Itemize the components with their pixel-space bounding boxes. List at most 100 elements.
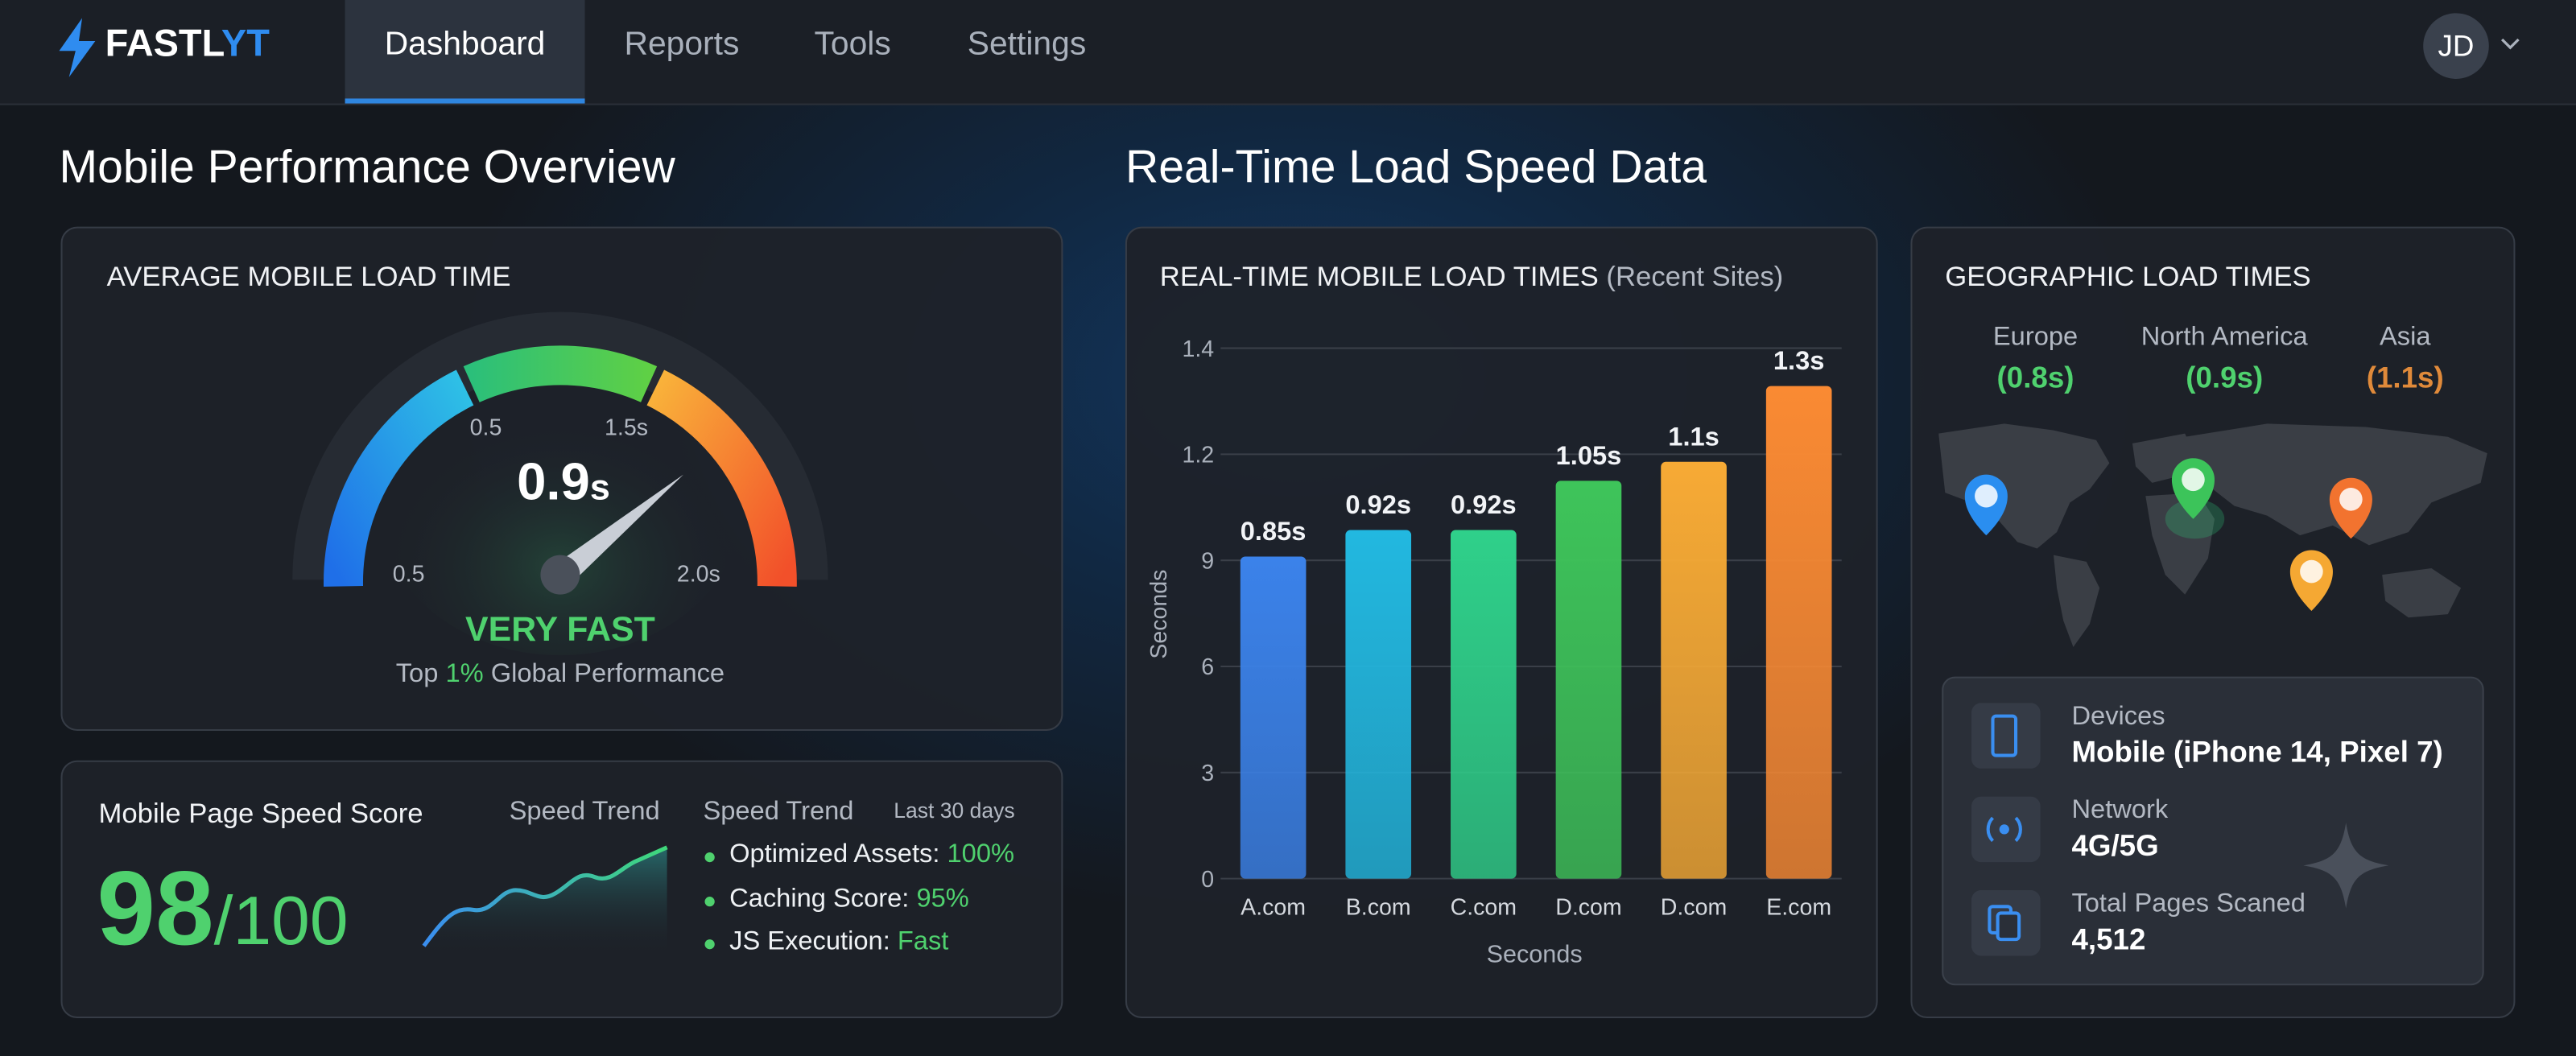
item-value: Fast (897, 927, 949, 956)
region-name: Asia (2379, 323, 2431, 352)
x-tick-label: B.com (1346, 895, 1411, 921)
info-value: Mobile (iPhone 14, Pixel 7) (2071, 736, 2443, 769)
item-value: 100% (947, 840, 1015, 869)
info-icon (1971, 703, 2041, 769)
bar-chart: 0 3 6 9 1.2 1.4 Seconds Seconds A.com 0.85s B.com 0… (1146, 336, 1842, 968)
map-pin (1964, 474, 2008, 536)
card-title: AVERAGE MOBILE LOAD TIME (106, 261, 511, 293)
x-axis-label: Seconds (1487, 941, 1583, 968)
info-label: Network (2071, 796, 2169, 825)
x-tick-label: E.com (1766, 895, 1831, 921)
gauge-segment (324, 369, 474, 587)
value-label: 1.3s (1773, 345, 1825, 375)
info-value: 4G/5G (2071, 829, 2159, 863)
trend-label: Speed Trend (509, 798, 660, 827)
gauge-segment (646, 369, 797, 587)
y-tick-label: 1.4 (1182, 336, 1214, 362)
map-pin (2171, 458, 2215, 519)
gauge-hub (540, 555, 580, 595)
list-title: Speed Trend (703, 798, 854, 827)
avatar-caret[interactable] (2499, 36, 2522, 52)
rank-text: Top (395, 660, 446, 688)
logo-icon (59, 18, 96, 77)
section-title: Mobile Performance Overview (59, 141, 675, 192)
y-tick-label: 1.2 (1182, 443, 1214, 468)
bar (1765, 386, 1832, 879)
card-title: GEOGRAPHIC LOAD TIMES (1945, 261, 2311, 293)
chart-title: REAL-TIME MOBILE LOAD TIMES (1159, 261, 1599, 293)
gauge-card: AVERAGE MOBILE LOAD TIME 0.5 1.5s 0.5 2.… (60, 226, 1065, 731)
value-label: 0.85s (1241, 516, 1307, 546)
score-card: Mobile Page Speed Score 98/100 Speed Tre… (60, 760, 1063, 1019)
gauge-number: 0.9 (517, 452, 590, 511)
geo-card: GEOGRAPHIC LOAD TIMES Europe (0.8s) North … (1910, 226, 2516, 1019)
x-tick-label: D.com (1661, 895, 1727, 921)
nav-tab[interactable]: Dashboard (345, 0, 585, 104)
region-name: Europe (1992, 323, 2079, 352)
score-max: /100 (213, 881, 349, 959)
value-label: 0.92s (1345, 489, 1411, 519)
region-name: North America (2140, 323, 2308, 352)
gauge-unit: s (589, 466, 610, 508)
gauge-scale-label: 2.0s (676, 559, 720, 587)
score: 98/100 (97, 848, 348, 969)
y-tick-label: 3 (1201, 761, 1214, 786)
score-item: JS Execution: Fast (729, 928, 948, 958)
bar (1555, 481, 1622, 879)
gauge-value: 0.9s (63, 452, 1065, 512)
logo: FASTLYT (105, 22, 270, 66)
chart-card: REAL-TIME MOBILE LOAD TIMES (Recent Site… (1125, 226, 1878, 1019)
card-title: Mobile Page Speed Score (98, 798, 423, 830)
rank: Top 1% Global Performance (63, 660, 1059, 690)
sparkline (422, 845, 668, 956)
info-icon (1971, 796, 2041, 863)
map-pin (2289, 550, 2333, 612)
bar (1661, 461, 1727, 879)
chart-heading: REAL-TIME MOBILE LOAD TIMES (Recent Site… (1160, 261, 1783, 294)
gauge-scale-label: 1.5s (605, 414, 649, 440)
chart-subtitle: (Recent Sites) (1606, 261, 1784, 293)
top-nav: FASTLYT Dashboard Reports Tools Settings… (0, 0, 2576, 105)
info-value: 4,512 (2071, 922, 2146, 956)
region-time: (0.8s) (1996, 361, 2074, 394)
logo-text: FASTL (105, 21, 221, 64)
y-tick-label: 9 (1201, 548, 1214, 574)
info-icon (1971, 889, 2041, 956)
value-label: 1.05s (1556, 440, 1622, 470)
item-label: Caching Score: (729, 884, 917, 913)
region-time: (1.1s) (2366, 361, 2444, 394)
sparkle (2303, 823, 2389, 909)
gauge-glow (379, 359, 741, 656)
gauge-scale-label: 0.5 (392, 559, 425, 587)
nav-tab[interactable]: Settings (967, 26, 1087, 63)
bullet (704, 896, 715, 906)
y-tick-label: 6 (1201, 654, 1214, 680)
gauge (292, 311, 828, 656)
nav-tab[interactable]: Reports (624, 26, 740, 63)
x-tick-label: C.com (1451, 895, 1517, 921)
score-value: 98 (97, 848, 214, 967)
avatar[interactable]: JD (2423, 13, 2489, 79)
section-title: Real-Time Load Speed Data (1125, 141, 1707, 192)
map-pin (2329, 477, 2372, 539)
gauge-segment (463, 345, 658, 402)
item-label: JS Execution: (729, 927, 898, 956)
rank-text: Global Performance (483, 660, 725, 688)
y-axis-label: Seconds (1146, 570, 1172, 659)
item-label: Optimized Assets: (729, 840, 947, 869)
gauge-needle (551, 474, 683, 584)
bar (1451, 530, 1517, 879)
info-label: Total Pages Scaned (2071, 889, 2306, 918)
period: Last 30 days (894, 798, 1015, 823)
value-label: 1.1s (1668, 421, 1719, 451)
nav-tab[interactable]: Tools (814, 26, 891, 63)
score-item: Optimized Assets: 100% (729, 841, 1014, 871)
status: VERY FAST (465, 611, 655, 649)
item-value: 95% (916, 884, 969, 913)
score-item: Caching Score: 95% (729, 885, 969, 914)
rank-value: 1% (445, 660, 484, 688)
bullet (704, 939, 715, 950)
world-map (1938, 423, 2487, 647)
